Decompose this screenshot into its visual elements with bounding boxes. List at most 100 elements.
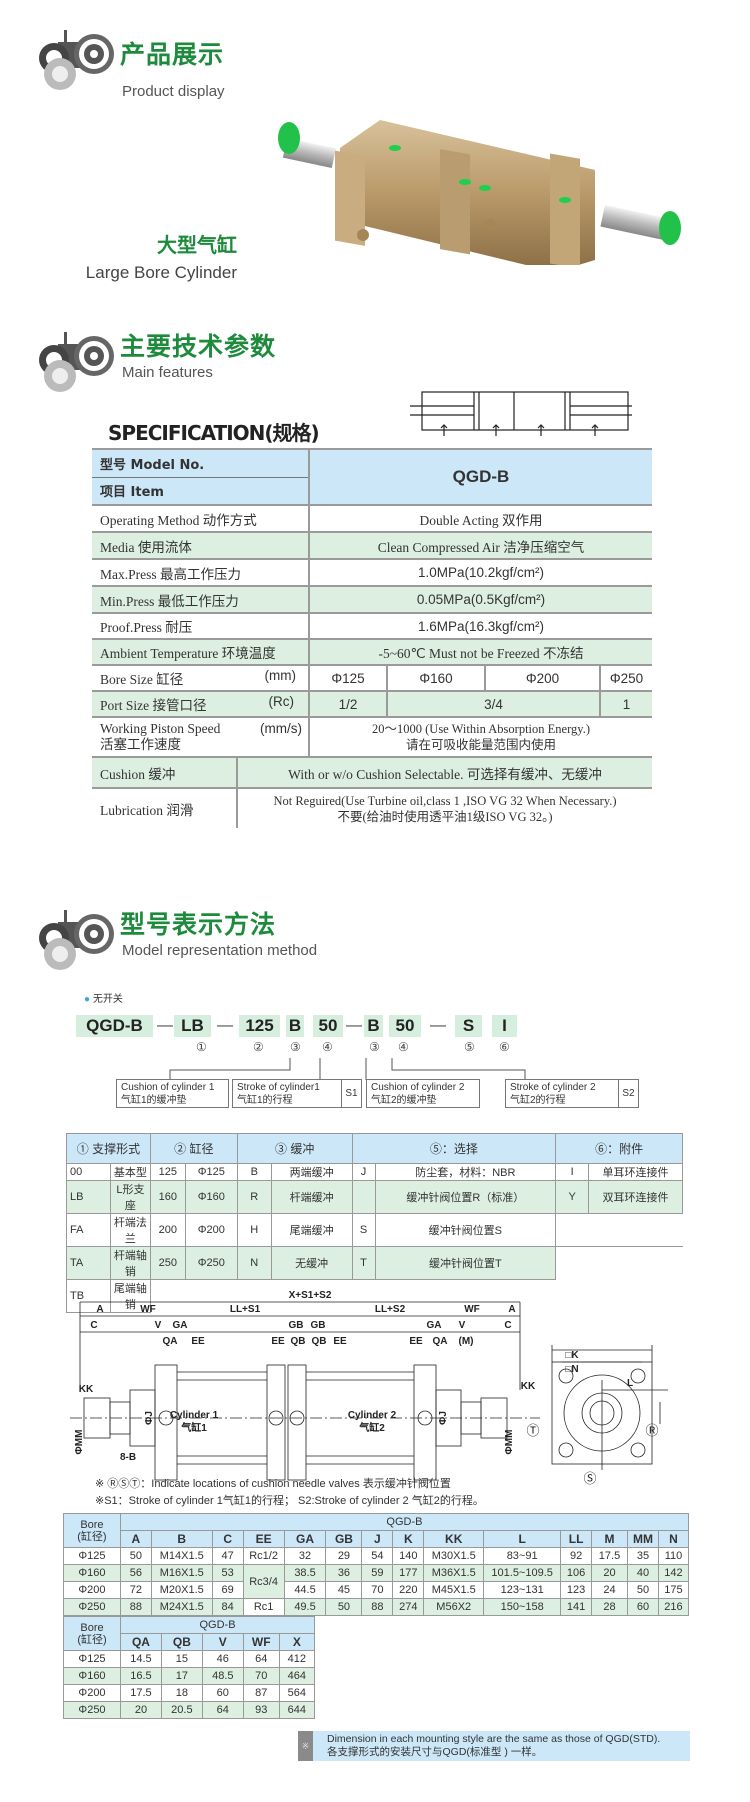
dimension-row: Φ250 20 20.5 64 93 644 — [63, 1701, 316, 1719]
column-header: A — [119, 1530, 152, 1548]
bore-header: Bore (缸径) — [63, 1616, 121, 1651]
options-row: 00 基本型 125 Φ125 B 两端缓冲 J 防尘套，材料：NBR I 单耳环连接件 — [66, 1163, 683, 1181]
dimension-cell: Rc1/2 — [242, 1547, 285, 1565]
dimension-cell: 50 — [325, 1598, 363, 1616]
dimension-cell: 274 — [392, 1598, 425, 1616]
dimension-cell: M36X1.5 — [423, 1564, 485, 1582]
options-cell: J — [351, 1163, 376, 1181]
options-cell: 200 — [149, 1213, 186, 1247]
dim-label: ΦMM — [74, 1430, 85, 1455]
options-cell: 缓冲针阀位置S — [374, 1213, 557, 1247]
dim-label: WF — [464, 1304, 480, 1315]
legend-text-cn: 气缸2的行程 — [510, 1095, 566, 1106]
dimension-cell: 18 — [160, 1684, 203, 1702]
options-cell: 两端缓冲 — [270, 1163, 353, 1181]
dim-label: GA — [173, 1320, 188, 1331]
dim-label: EE — [409, 1336, 423, 1347]
valve-s-label: Ⓢ — [583, 1471, 596, 1485]
empty-cell — [185, 1279, 238, 1313]
dimension-cell: 69 — [211, 1581, 244, 1599]
options-cell: T — [351, 1246, 376, 1280]
column-header: LL — [560, 1530, 593, 1548]
legend-box: Cushion of cylinder 1 气缸1的缓冲垫 — [116, 1079, 229, 1108]
column-header: WF — [242, 1633, 280, 1651]
legend-text-en: Stroke of cylinder 2 — [510, 1082, 596, 1093]
dimension-cell: 93 — [242, 1701, 280, 1719]
dimension-cell: 141 — [560, 1598, 593, 1616]
spec-value: 1.0MPa(10.2kgf/cm²) — [308, 559, 652, 587]
port-value: 1 — [599, 691, 652, 718]
dimension-cell: 46 — [201, 1650, 244, 1668]
dimension-cell: 175 — [657, 1581, 690, 1599]
dimension-cell: 72 — [119, 1581, 152, 1599]
dimension-row: Φ200 17.5 18 60 87 564 — [63, 1684, 316, 1702]
code-part: 50 — [313, 1015, 343, 1037]
dimension-cell: 464 — [278, 1667, 316, 1685]
dimension-cell: 20 — [591, 1564, 628, 1582]
options-cell: 杆端法兰 — [109, 1213, 151, 1247]
options-cell: R — [236, 1180, 272, 1214]
dim-label: □N — [565, 1364, 578, 1375]
options-header: ① 支撑形式 — [66, 1133, 151, 1164]
dimension-cell: 106 — [560, 1564, 593, 1582]
dimension-cell: 64 — [242, 1650, 280, 1668]
port-value: 3/4 — [386, 691, 600, 718]
dim-label: (M) — [459, 1336, 474, 1347]
circled-number: ⑤ — [464, 1040, 475, 1054]
dim-label: □K — [565, 1350, 579, 1361]
options-header: ⑤：选择 — [351, 1133, 557, 1164]
dimension-cell: 35 — [626, 1547, 659, 1565]
spec-label: Ambient Temperature 环境温度 — [92, 639, 309, 666]
column-header: V — [201, 1633, 244, 1651]
spec-value: 0.05MPa(0.5Kgf/cm²) — [308, 586, 652, 614]
dimension-cell: 88 — [119, 1598, 152, 1616]
dimension-cell: 40 — [626, 1564, 659, 1582]
section-title: 产品展示 — [120, 40, 225, 69]
legend-text-en: Cushion of cylinder 2 — [371, 1082, 465, 1093]
legend-text-cn: 气缸2的缓冲垫 — [371, 1095, 437, 1106]
dimension-cell: 45 — [325, 1581, 363, 1599]
dimension-cell: M16X1.5 — [150, 1564, 213, 1582]
bore-cell: Φ250 — [63, 1701, 121, 1719]
dim-label: GA — [427, 1320, 442, 1331]
model-label: 型号 Model No. — [92, 449, 309, 478]
options-row: FA 杆端法兰 200 Φ200 H 尾端缓冲 S 缓冲针阀位置S — [66, 1213, 683, 1247]
bore-label: Bore Size 缸径 — [100, 672, 184, 687]
cylinder-label: 气缸1 — [180, 1421, 207, 1434]
dimension-cell: 88 — [361, 1598, 394, 1616]
options-cell: 125 — [149, 1163, 186, 1181]
options-cell: 250 — [149, 1246, 186, 1280]
bore-cell: Φ200 — [63, 1684, 121, 1702]
options-cell: Y — [555, 1180, 590, 1214]
empty-cell — [352, 1279, 375, 1313]
code-part: 50 — [389, 1015, 421, 1037]
options-cell: TA — [66, 1246, 111, 1280]
speed-value: 20～1000 (Use Within Absorption Energy.) — [372, 722, 590, 736]
cushion-label: Cushion 缓冲 — [92, 758, 237, 789]
circled-number: ④ — [398, 1040, 409, 1054]
dimension-cell: 220 — [392, 1581, 425, 1599]
code-part: S — [455, 1015, 482, 1037]
dim-label: A — [96, 1304, 103, 1315]
dim-label: GB — [311, 1320, 326, 1331]
column-header: B — [150, 1530, 213, 1548]
dim-label: EE — [191, 1336, 205, 1347]
options-header: ③ 缓冲 — [236, 1133, 353, 1164]
cylinder-label: 气缸2 — [358, 1421, 385, 1434]
code-dash: — — [346, 1017, 362, 1034]
circled-number: ⑥ — [499, 1040, 510, 1054]
footnote-box: ※ Dimension in each mounting style are t… — [298, 1731, 690, 1761]
cylinder-label: Cylinder 2 — [348, 1410, 397, 1421]
dimension-cell: 15 — [160, 1650, 203, 1668]
dim-label: V — [459, 1320, 466, 1331]
dimension-row: Φ125 14.5 15 46 64 412 — [63, 1650, 316, 1668]
empty-cell — [150, 1279, 186, 1313]
options-row: TA 杆端轴销 250 Φ250 N 无缓冲 T 缓冲针阀位置T — [66, 1246, 683, 1280]
legend-tag: S2 — [618, 1080, 638, 1107]
code-dash: — — [217, 1017, 233, 1034]
drawing-note: ※S1：Stroke of cylinder 1气缸1的行程； S2:Strok… — [95, 1495, 484, 1507]
dimension-cell: 216 — [657, 1598, 690, 1616]
options-cell: H — [236, 1213, 272, 1247]
dim-label: GB — [289, 1320, 304, 1331]
spec-label: Max.Press 最高工作压力 — [92, 559, 309, 587]
